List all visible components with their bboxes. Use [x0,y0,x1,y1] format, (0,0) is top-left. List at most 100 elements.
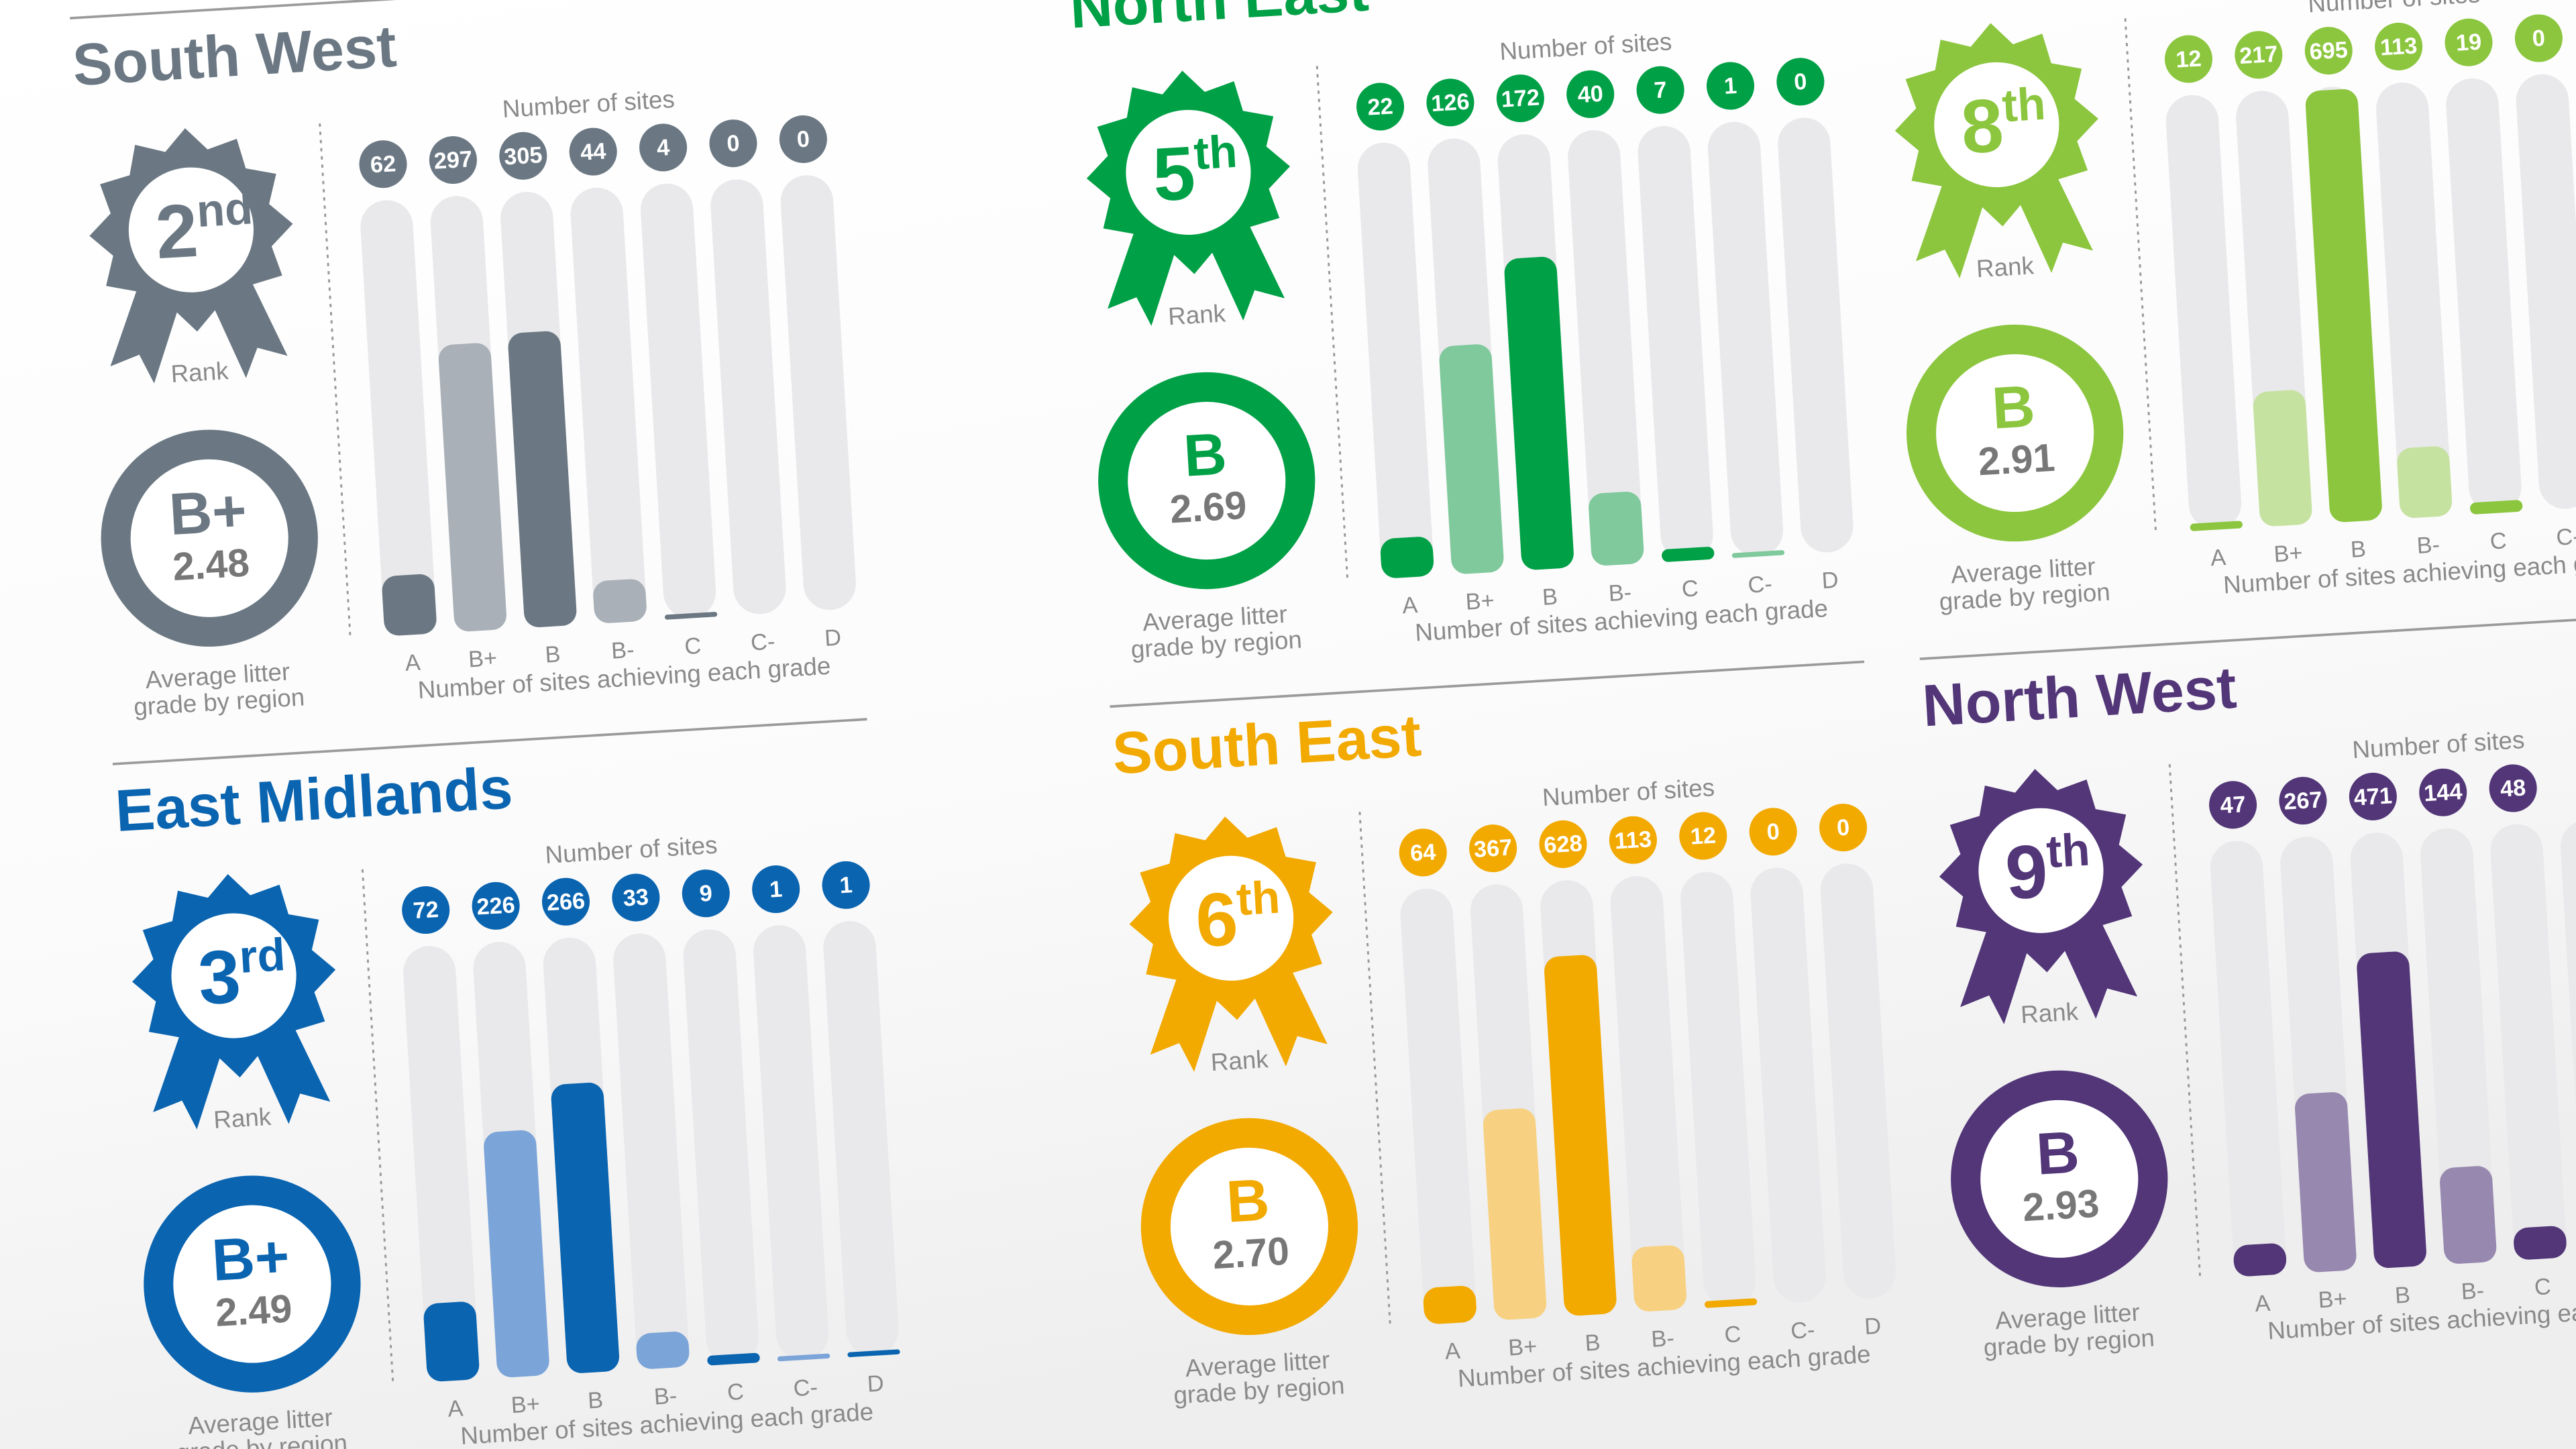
rosette-center [1978,808,2104,933]
bar [2397,446,2453,519]
bar [664,612,718,620]
category-label: B+ [2318,1286,2348,1313]
bar [438,343,506,632]
value-badge [1426,78,1474,127]
value-label: 44 [580,139,606,166]
bar [1483,1108,1547,1320]
bar-track [2516,74,2576,509]
category-label: B- [1608,580,1632,606]
grade-letter: B [1990,372,2037,441]
bar-track [1610,875,1686,1311]
bar [636,1332,690,1369]
bar-track [403,946,479,1381]
rank-label: Rank [213,1103,272,1134]
value-label: 47 [2219,792,2246,818]
bar-track [2210,841,2286,1276]
grade-ring [1907,324,2124,542]
bar-track [570,187,646,623]
bar [1544,955,1617,1316]
value-label: 1 [1723,73,1737,99]
value-label: 0 [2532,25,2546,52]
value-label: 367 [1473,835,1513,862]
value-badge [1776,58,1825,106]
category-label: B+ [468,645,498,672]
bar [2253,390,2312,527]
bar-track [2490,824,2566,1259]
value-label: 40 [1577,81,1604,108]
value-badge [429,136,477,184]
bar [2295,1092,2357,1273]
grade-letter: B [1182,420,1228,489]
value-badge [2164,35,2212,83]
category-label: B+ [1465,588,1495,614]
divider-rule [1110,660,1865,708]
category-label: A [1444,1338,1461,1364]
value-label: 1 [839,872,853,898]
bar [508,331,577,627]
rank-label: Rank [1210,1045,1270,1076]
bar-track [2446,78,2522,513]
category-label: B- [610,637,635,664]
bar-track [1638,125,1713,561]
category-label: B [544,641,561,667]
category-label: B+ [511,1391,541,1418]
category-label: A [2210,545,2226,571]
value-label: 144 [2423,779,2463,806]
bar-track [2375,83,2452,518]
value-label: 0 [1766,819,1780,845]
value-badge [2304,27,2353,75]
bar-track [753,925,829,1360]
value-label: 12 [2175,46,2202,72]
value-badge [359,140,407,189]
value-badge [472,881,520,930]
bar [2440,1166,2497,1264]
category-label: B [2394,1282,2411,1308]
bar-track [1820,863,1896,1299]
bar [484,1130,549,1378]
category-label: B [2350,537,2367,563]
bar [1731,550,1785,558]
value-badge [2489,764,2537,812]
value-badge [541,877,590,926]
rank-label: Rank [1167,299,1227,330]
rank-suffix: th [2045,824,2091,878]
grade-ring [1951,1070,2168,1288]
rank-number: 9 [2003,828,2050,915]
category-label: A [2254,1291,2271,1317]
value-badge [2445,18,2493,66]
value-label: 0 [726,131,740,157]
value-badge [682,869,730,918]
category-label: D [1864,1313,1882,1340]
value-label: 0 [1793,69,1807,95]
value-label: 172 [1501,85,1540,112]
bar [2514,1226,2567,1260]
bar [1439,344,1504,574]
bar [2233,1243,2287,1277]
value-label: 72 [413,897,439,924]
value-label: 12 [1690,822,1717,849]
value-badge [612,873,660,922]
divider-rule [112,718,867,765]
value-label: 305 [503,142,543,170]
rank-suffix: th [1192,125,1238,180]
value-badge [1496,74,1544,123]
value-badge [1819,804,1868,852]
rank-number: 5 [1150,130,1197,217]
bar-track [2165,95,2242,530]
value-label: 226 [476,892,515,920]
category-label: B- [2416,532,2440,559]
value-badge [402,886,450,934]
bar [593,579,647,623]
bar [847,1349,900,1358]
category-label: C [2534,1274,2552,1300]
bar [1662,547,1715,562]
bar [382,574,437,636]
category-label: B- [1650,1326,1674,1352]
value-badge [2279,777,2327,825]
value-badge [1356,83,1405,131]
value-label: 0 [796,126,810,152]
value-label: 22 [1366,93,1393,120]
